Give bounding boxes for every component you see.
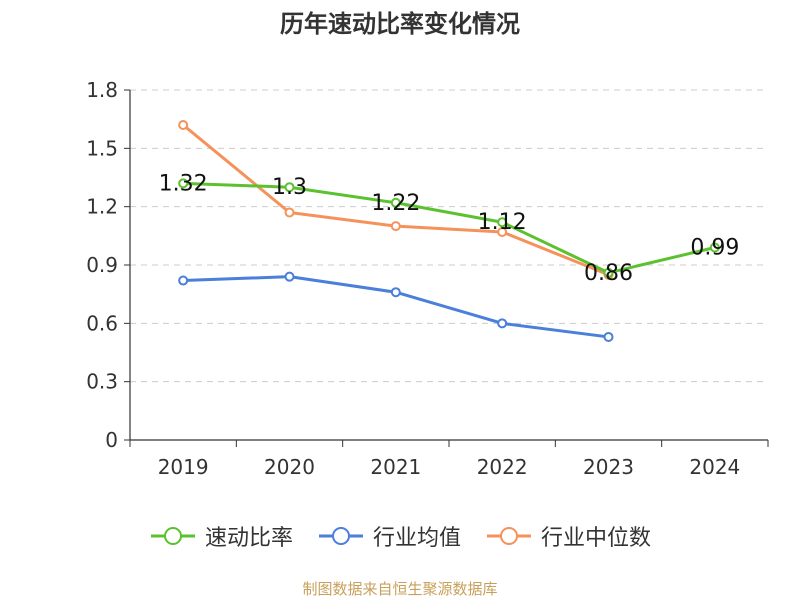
series-point xyxy=(603,331,614,342)
y-tick-label: 0.6 xyxy=(86,311,118,335)
legend-swatch xyxy=(318,527,363,545)
legend-item[interactable]: 行业中位数 xyxy=(485,520,651,552)
series-point xyxy=(178,178,189,189)
legend-label: 行业中位数 xyxy=(541,526,652,551)
axes: 0 0.3 0.6 0.9 1.2 1.5 1.8 2019 2020 2021 2022 2023 2… xyxy=(86,78,769,479)
y-tick-label: 1.5 xyxy=(86,136,118,160)
series-point xyxy=(284,207,295,218)
series-point xyxy=(178,275,189,286)
y-tick-label: 0.3 xyxy=(86,370,118,394)
x-tick-label: 2024 xyxy=(689,455,740,479)
x-tick-label: 2022 xyxy=(477,455,528,479)
series-point xyxy=(390,221,401,232)
series-point xyxy=(284,271,295,282)
legend: 速动比率 行业均值 行业中位数 xyxy=(0,520,800,552)
x-tick-label: 2021 xyxy=(370,455,421,479)
series-point xyxy=(497,217,508,228)
data-label: 1.22 xyxy=(371,191,420,216)
y-tick-label: 1.8 xyxy=(86,78,118,102)
data-label: 1.12 xyxy=(478,210,527,235)
legend-label: 速动比率 xyxy=(204,526,293,551)
series-line xyxy=(183,275,609,339)
series-point xyxy=(284,182,295,193)
y-tick-label: 0.9 xyxy=(86,253,118,277)
x-tick-label: 2023 xyxy=(583,455,634,479)
data-label: 1.32 xyxy=(159,171,208,196)
series-point xyxy=(390,197,401,208)
source-note: 制图数据来自恒生聚源数据库 xyxy=(302,580,498,598)
series-point xyxy=(497,318,508,329)
x-tick-label: 2020 xyxy=(264,455,315,479)
series-point xyxy=(603,267,614,278)
series-lines xyxy=(178,120,720,342)
grid-lines xyxy=(130,89,768,383)
data-label: 1.3 xyxy=(272,175,307,200)
data-labels: 1.32 1.3 1.22 1.12 0.86 0.99 xyxy=(159,171,740,285)
series-line xyxy=(183,181,716,275)
series-point xyxy=(178,120,189,130)
data-label: 0.86 xyxy=(584,261,633,286)
y-tick-label: 0 xyxy=(105,428,118,452)
series-point xyxy=(709,242,720,253)
series-point xyxy=(390,287,401,298)
data-label: 0.99 xyxy=(690,236,739,261)
legend-label: 行业均值 xyxy=(372,526,461,551)
legend-swatch xyxy=(150,527,195,545)
x-tick-label: 2019 xyxy=(158,455,209,479)
chart-title: 历年速动比率变化情况 xyxy=(280,10,520,38)
legend-item[interactable]: 行业均值 xyxy=(317,520,461,552)
series-point xyxy=(497,226,508,237)
y-tick-label: 1.2 xyxy=(86,195,118,219)
legend-item[interactable]: 速动比率 xyxy=(149,520,293,552)
legend-swatch xyxy=(487,527,531,545)
